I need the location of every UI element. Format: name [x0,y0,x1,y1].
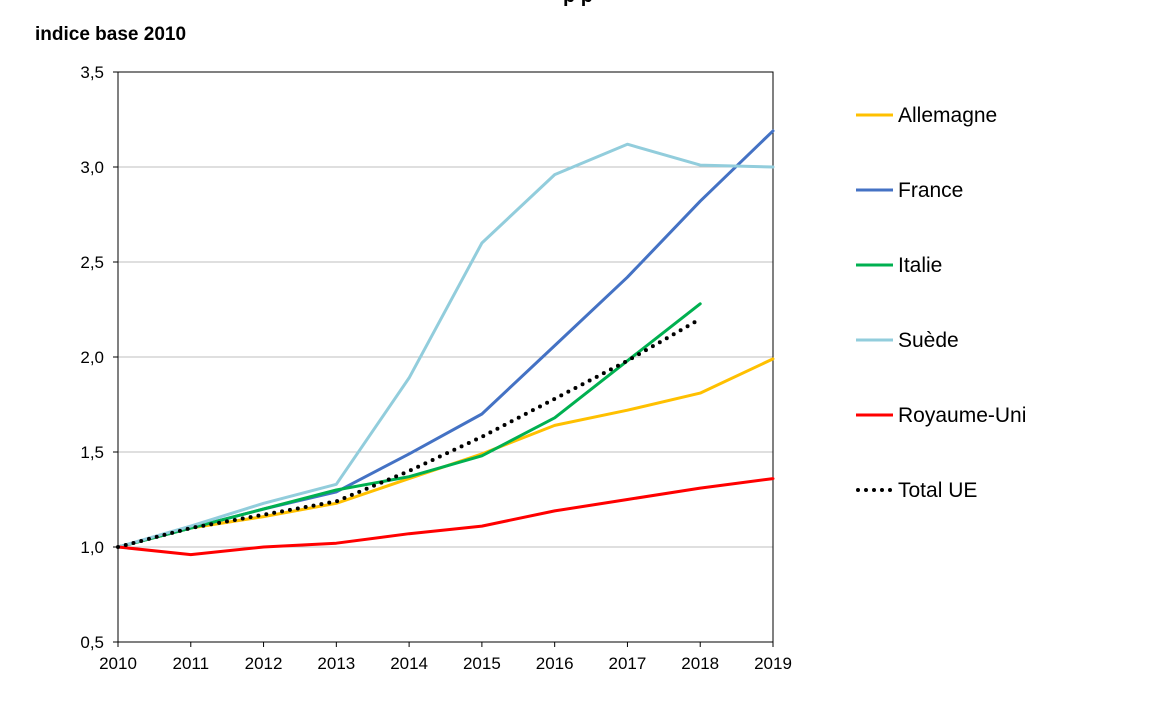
series-lines [116,129,775,557]
x-tick-label: 2019 [754,654,792,673]
x-tick-label: 2011 [172,654,209,673]
x-tick-label: 2010 [99,654,137,673]
chart-title-partial: p p [563,0,593,7]
y-axis-label: indice base 2010 [35,24,186,45]
series-line-france [116,129,775,549]
y-tick-label: 2,0 [80,348,104,367]
y-tick-label: 3,5 [80,63,104,82]
legend-label: Total UE [898,479,977,502]
gridlines [118,166,773,548]
y-tick-label: 1,0 [80,538,104,557]
legend: Allemagne France Italie Suède Royaume-Uni Tot… [856,104,1026,502]
legend-label: Royaume-Uni [898,404,1026,427]
legend-label: France [898,179,963,202]
x-tick-label: 2016 [536,654,574,673]
y-tick-label: 3,0 [80,158,104,177]
x-tick-label: 2015 [463,654,501,673]
series-line-su-de [116,142,775,549]
x-axis: 2010 2011 2012 2013 2014 2015 2016 2017 2018 2019 [99,642,792,673]
y-axis: 0,5 1,0 1,5 2,0 2,5 3,0 3,5 [80,63,118,652]
y-tick-label: 0,5 [80,633,104,652]
series-line-italie [116,302,702,549]
legend-label: Allemagne [898,104,997,127]
y-tick-label: 1,5 [80,443,104,462]
legend-label: Suède [898,329,959,352]
x-tick-label: 2012 [245,654,283,673]
series-line-royaume-uni [116,477,775,557]
y-tick-label: 2,5 [80,253,104,272]
legend-label: Italie [898,254,942,277]
x-tick-label: 2014 [390,654,428,673]
series-line-total-ue [116,317,703,549]
x-tick-label: 2018 [681,654,719,673]
x-tick-label: 2013 [317,654,355,673]
x-tick-label: 2017 [609,654,647,673]
